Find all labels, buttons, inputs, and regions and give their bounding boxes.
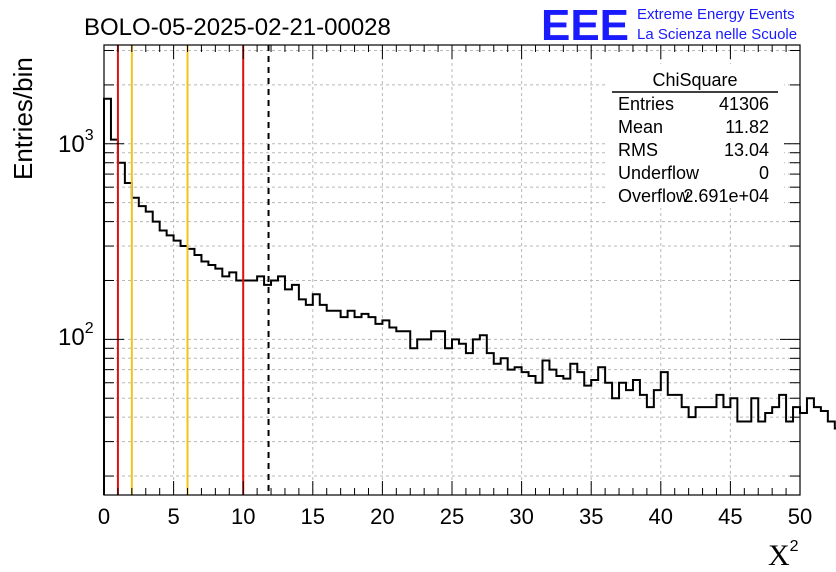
y-axis-label: Entries/bin — [8, 57, 38, 180]
y-tick-labels: 102 103 — [58, 127, 94, 351]
eee-logo: EEE Extreme Energy Events La Scienza nel… — [541, 1, 797, 50]
x-tick-label: 30 — [509, 504, 533, 529]
stats-value-mean: 11.82 — [725, 117, 769, 137]
x-tick-label: 40 — [649, 504, 673, 529]
axis-ticks — [103, 45, 801, 495]
stats-label-mean: Mean — [618, 117, 663, 137]
x-tick-label: 0 — [98, 504, 110, 529]
x-tick-label: 20 — [370, 504, 394, 529]
stats-label-underflow: Underflow — [618, 163, 700, 183]
x-tick-label: 15 — [301, 504, 325, 529]
x-tick-label: 45 — [718, 504, 742, 529]
stats-value-entries: 41306 — [719, 94, 769, 114]
chart-title: BOLO-05-2025-02-21-00028 — [84, 14, 391, 41]
logo-mark: EEE — [541, 1, 629, 50]
histogram — [103, 97, 836, 495]
x-tick-label: 5 — [167, 504, 179, 529]
y-tick-label-1000: 103 — [58, 127, 94, 158]
stats-label-entries: Entries — [618, 94, 674, 114]
stats-label-rms: RMS — [618, 140, 658, 160]
x-tick-label: 35 — [579, 504, 603, 529]
x-tick-labels: 0 5 10 15 20 25 30 35 40 45 50 — [98, 504, 812, 529]
x-tick-label: 50 — [788, 504, 812, 529]
stats-label-overflow: Overflow — [618, 186, 690, 206]
logo-line-1: Extreme Energy Events — [637, 6, 795, 23]
stats-value-overflow: 2.691e+04 — [683, 186, 769, 206]
logo-line-2: La Scienza nelle Scuole — [637, 26, 797, 43]
x-tick-label: 10 — [231, 504, 255, 529]
stats-title: ChiSquare — [652, 70, 737, 90]
x-axis-label: X2 — [768, 538, 799, 572]
stats-value-rms: 13.04 — [724, 140, 769, 160]
stats-value-underflow: 0 — [759, 163, 769, 183]
stats-box: ChiSquare Entries 41306 Mean 11.82 RMS 1… — [606, 64, 784, 208]
stats-box-bg — [606, 64, 784, 208]
x-tick-label: 25 — [440, 504, 464, 529]
histogram-step-line — [103, 97, 836, 495]
reference-lines — [116, 45, 270, 495]
y-tick-label-100: 102 — [58, 320, 94, 351]
